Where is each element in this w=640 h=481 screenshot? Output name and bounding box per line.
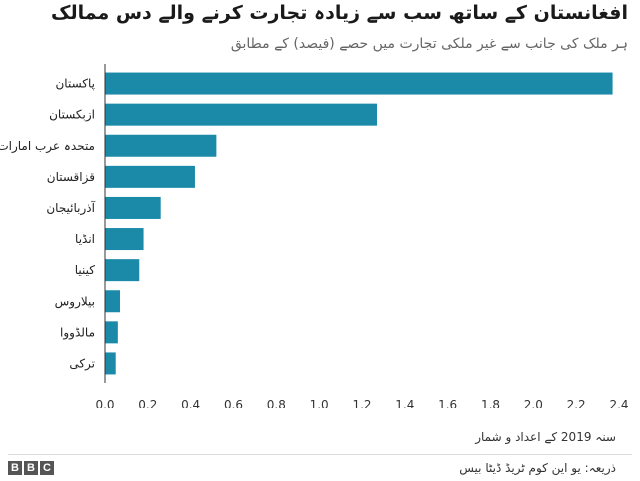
category-label: متحدہ عرب امارات bbox=[0, 139, 95, 154]
category-label: مالڈووا bbox=[60, 325, 95, 340]
source-note: ذریعہ: یو این کوم ٹریڈ ڈیٹا بیس bbox=[459, 461, 616, 475]
chart-subtitle: ہر ملک کی جانب سے غیر ملکی تجارت میں حصے… bbox=[230, 36, 628, 52]
x-tick-label: 0.2 bbox=[138, 398, 157, 408]
bar bbox=[105, 134, 217, 157]
category-label: انڈیا bbox=[75, 232, 95, 246]
x-tick-label: 1.4 bbox=[395, 398, 414, 408]
bar bbox=[105, 103, 377, 126]
x-tick-label: 1.6 bbox=[438, 398, 457, 408]
footer-divider bbox=[8, 454, 632, 455]
bar bbox=[105, 165, 195, 188]
category-label: ازبکستان bbox=[49, 108, 95, 123]
footnote: سنہ 2019 کے اعداد و شمار bbox=[475, 430, 616, 444]
x-tick-label: 1.8 bbox=[481, 398, 500, 408]
category-label: پاکستان bbox=[55, 77, 95, 91]
category-label: آذربائیجان bbox=[46, 200, 95, 216]
x-tick-label: 2.4 bbox=[609, 398, 628, 408]
bar bbox=[105, 352, 116, 375]
category-label: کینیا bbox=[75, 263, 96, 277]
bar bbox=[105, 196, 161, 219]
bar-chart: پاکستان ازبکستان متحدہ عرب امارات قزاقستان آ… bbox=[0, 64, 629, 408]
chart-title: افغانستان کے ساتھ سب سے زیادہ تجارت کرنے… bbox=[50, 2, 628, 24]
x-tick-label: 0.0 bbox=[95, 398, 114, 408]
bar bbox=[105, 72, 613, 95]
x-tick-label: 1.0 bbox=[310, 398, 329, 408]
logo-letter: C bbox=[40, 461, 54, 475]
logo-letter: B bbox=[24, 461, 38, 475]
logo-letter: B bbox=[8, 461, 22, 475]
bar bbox=[105, 228, 144, 251]
x-tick-label: 0.4 bbox=[181, 398, 200, 408]
category-label: بیلاروس bbox=[55, 294, 95, 309]
x-tick-label: 1.2 bbox=[352, 398, 371, 408]
bbc-logo: B B C bbox=[8, 461, 54, 475]
x-tick-label: 2.0 bbox=[524, 398, 543, 408]
bar bbox=[105, 259, 140, 282]
bar bbox=[105, 290, 120, 313]
x-tick-label: 2.2 bbox=[567, 398, 586, 408]
category-label: ترکی bbox=[69, 356, 95, 371]
category-label: قزاقستان bbox=[47, 170, 95, 185]
x-tick-label: 0.6 bbox=[224, 398, 243, 408]
bar bbox=[105, 321, 118, 344]
x-tick-label: 0.8 bbox=[267, 398, 286, 408]
